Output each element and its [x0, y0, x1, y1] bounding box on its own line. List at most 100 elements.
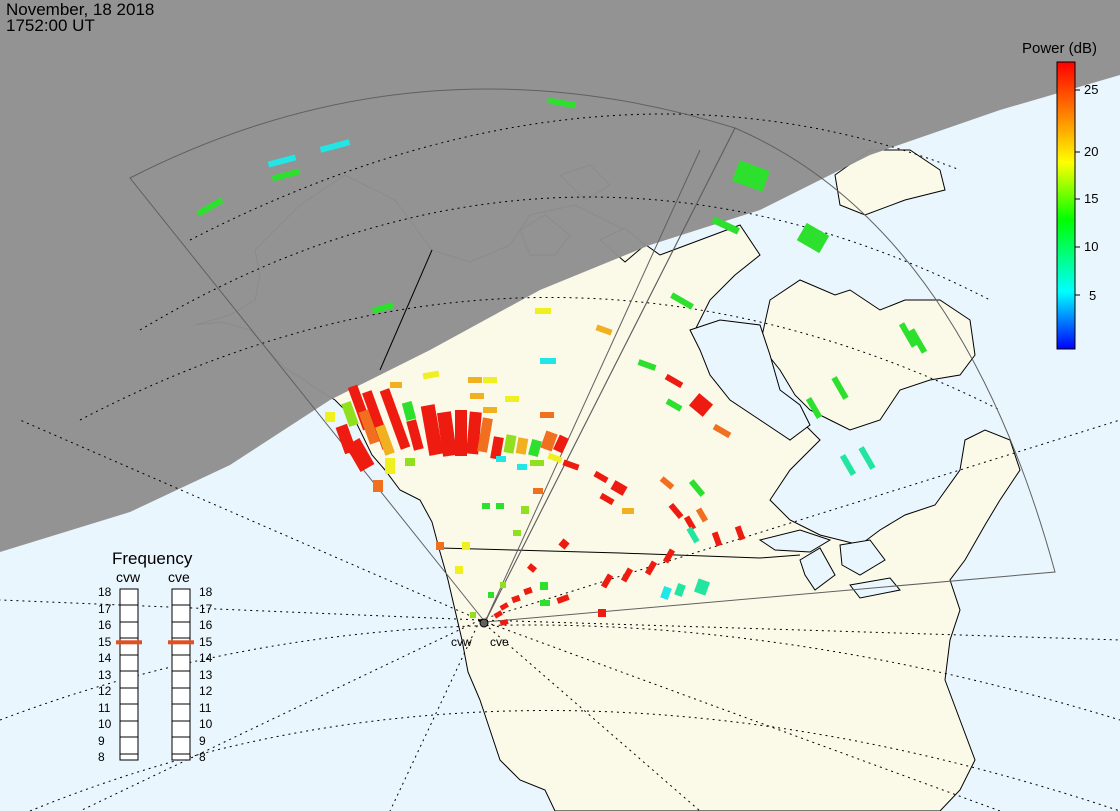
radar-name-cvw: cvw — [116, 569, 141, 585]
echo-cell — [796, 222, 830, 254]
radar-name-cve: cve — [168, 569, 190, 585]
echo-cell — [196, 197, 224, 217]
echo-cell — [319, 139, 351, 153]
night-region — [0, 0, 1120, 552]
echo-cell — [540, 582, 548, 590]
echo-cell — [593, 470, 609, 484]
echo-cell — [437, 411, 457, 457]
echo-cell — [503, 434, 517, 454]
echo-cell — [477, 417, 493, 453]
echo-cell — [493, 610, 503, 619]
echo-cell — [517, 464, 527, 470]
frequency-tick-label: 17 — [199, 601, 213, 616]
frequency-tick-label: 17 — [98, 601, 112, 616]
echo-cell — [490, 436, 504, 460]
echo-cell — [521, 506, 529, 514]
colorbar-tick-label: 10 — [1084, 239, 1099, 254]
echo-cell — [341, 401, 359, 427]
echo-cell — [483, 377, 497, 383]
cvw-fov — [129, 88, 736, 623]
frequency-tick-label: 15 — [199, 634, 213, 649]
echo-cell — [688, 479, 706, 497]
echo-cell — [513, 530, 521, 536]
echo-cell — [527, 563, 537, 573]
echo-cell — [668, 502, 684, 520]
echo-cell — [468, 377, 482, 383]
echo-cell — [499, 602, 509, 611]
power-colorbar — [1056, 61, 1076, 350]
echo-cell — [644, 560, 658, 576]
echo-cell — [482, 503, 490, 509]
echo-cell — [530, 460, 544, 466]
geomagnetic-grid — [0, 113, 1120, 811]
echo-cell — [839, 453, 857, 477]
station-label-cvw: cvw — [451, 635, 472, 649]
frequency-ladder-cvw — [119, 588, 139, 761]
echo-cell — [664, 373, 684, 389]
echo-cell — [500, 582, 506, 588]
echo-cell — [637, 359, 657, 371]
frequency-tick-label: 8 — [199, 750, 206, 764]
echo-cell — [325, 412, 335, 422]
echo-cell — [598, 609, 606, 617]
echo-cell — [496, 456, 506, 462]
echo-cell — [540, 412, 554, 418]
echo-cell — [373, 480, 383, 492]
frequency-panel-title: Frequency — [112, 549, 193, 568]
frequency-tick-label: 16 — [98, 618, 112, 632]
us-canada-border — [439, 547, 801, 559]
echo-cell — [345, 438, 375, 472]
colorbar-tick-label: 5 — [1089, 288, 1097, 303]
echo-cell — [371, 302, 395, 314]
echo-cell — [660, 585, 672, 601]
frequency-tick-label: 14 — [98, 651, 112, 665]
frequency-tick-label: 14 — [199, 651, 213, 665]
echo-cell — [562, 459, 580, 471]
frequency-tick-label: 12 — [199, 684, 213, 698]
echo-cell — [401, 401, 417, 421]
frequency-indicator-cve — [168, 640, 194, 645]
echo-cell — [898, 322, 918, 348]
frequency-tick-label: 8 — [98, 750, 105, 764]
frequency-tick-label: 13 — [98, 667, 112, 682]
frequency-ladder-cve — [171, 588, 191, 761]
fields-of-view — [129, 88, 1056, 623]
echo-cell — [622, 508, 634, 514]
frequency-tick-label: 12 — [98, 684, 112, 698]
echo-cell — [379, 388, 411, 450]
frequency-tick-label: 9 — [199, 733, 206, 748]
echo-cell — [271, 168, 301, 182]
echo-cell — [599, 492, 615, 506]
echo-cell — [455, 566, 463, 574]
echo-cell — [390, 382, 402, 388]
echo-cell — [595, 324, 613, 336]
echo-cell — [470, 612, 476, 618]
echo-cell — [405, 458, 415, 466]
echo-cell — [693, 578, 711, 596]
radar-site-marker — [479, 618, 489, 628]
frequency-tick-label: 10 — [199, 717, 213, 731]
echo-cell — [488, 592, 494, 598]
colorbar-ticks — [1075, 89, 1080, 296]
colorbar-title: Power (dB) — [1022, 40, 1098, 57]
echo-cell — [540, 600, 550, 606]
echo-cell — [420, 404, 444, 456]
echo-cell — [711, 216, 740, 235]
echo-cell — [686, 526, 700, 544]
station-label-cve: cve — [490, 635, 509, 649]
echo-cell — [511, 594, 521, 604]
echo-cell — [688, 393, 714, 417]
echo-cell — [600, 573, 614, 589]
echo-cell — [466, 411, 482, 455]
echo-cell — [470, 393, 484, 399]
echo-cell — [375, 424, 395, 456]
echo-cell — [711, 531, 723, 547]
echo-cell — [908, 328, 928, 354]
echo-cell — [547, 452, 563, 464]
echo-cell — [422, 370, 440, 380]
echo-cell — [670, 292, 694, 310]
echo-cell — [674, 582, 686, 598]
hudson-bay — [689, 319, 811, 441]
frequency-tick-label: 9 — [98, 733, 105, 748]
